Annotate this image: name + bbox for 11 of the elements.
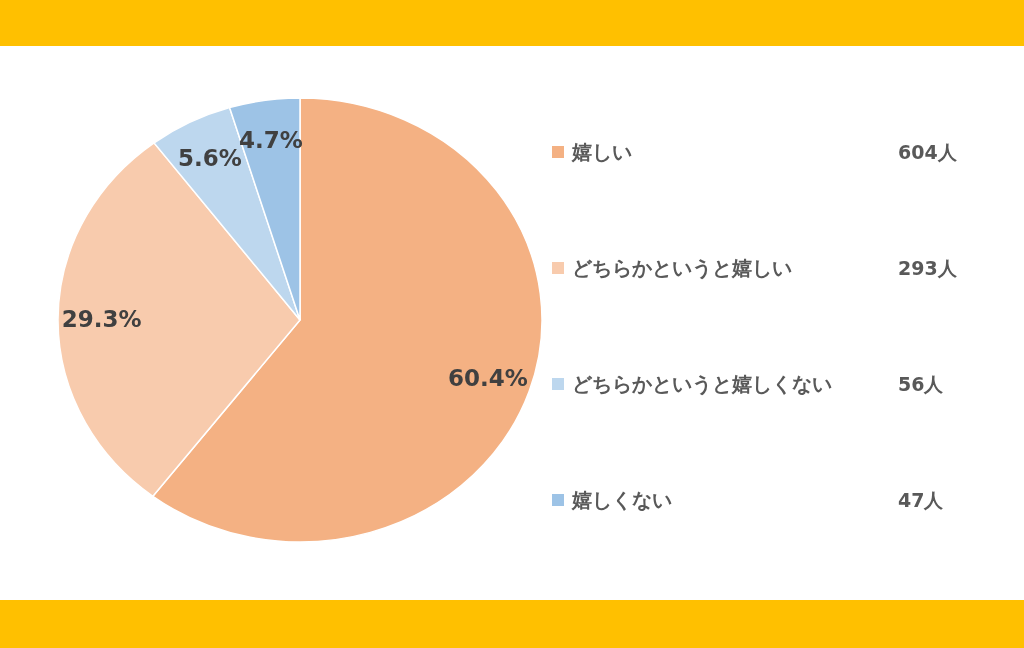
text: 293人 xyxy=(898,257,958,279)
legend-label: どちらかというと嬉しくない xyxy=(572,372,832,396)
legend-label: 嬉しくない xyxy=(571,488,672,512)
text: 604人 xyxy=(898,141,958,163)
legend-label: 嬉しい xyxy=(571,140,632,164)
text: 56人 xyxy=(898,373,945,395)
data-label: 5.6% xyxy=(178,144,242,171)
data-label: 60.4% xyxy=(448,365,528,392)
text: 47人 xyxy=(898,489,945,511)
data-label: 29.3% xyxy=(61,306,142,333)
legend-label: どちらかというと嬉しい xyxy=(572,256,792,280)
